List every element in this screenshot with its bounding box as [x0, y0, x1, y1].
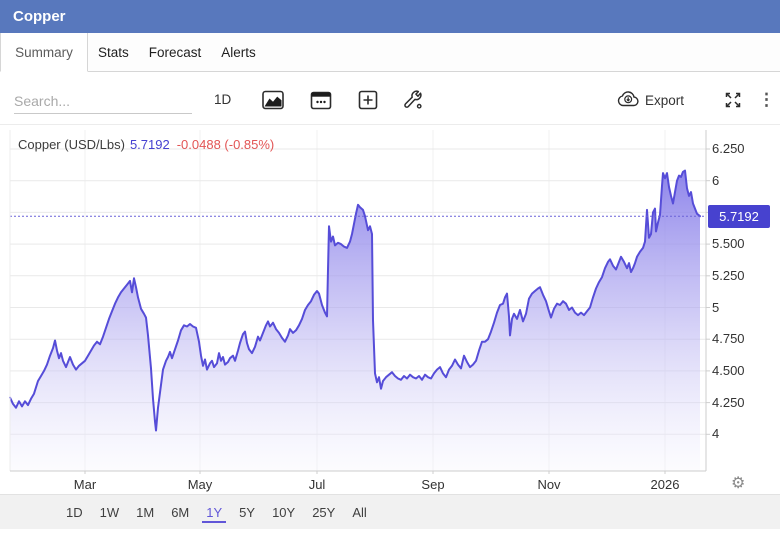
legend-change-value: -0.0488 (-0.85%) — [176, 137, 275, 152]
tab-bar: Summary Stats Forecast Alerts — [0, 33, 780, 72]
page-title: Copper — [13, 8, 66, 25]
chart-legend: Copper (USD/Lbs) 5.7192 -0.0488 (-0.85%) — [18, 137, 274, 152]
tab-alerts[interactable]: Alerts — [221, 44, 256, 60]
tab-summary[interactable]: Summary — [0, 33, 88, 72]
search-input[interactable] — [14, 88, 192, 114]
range-5y[interactable]: 5Y — [239, 504, 256, 520]
y-axis-label: 4 — [712, 426, 720, 442]
tools-icon[interactable] — [401, 88, 425, 112]
x-axis-label: Mar — [73, 477, 97, 492]
export-button[interactable]: Export — [617, 90, 684, 110]
y-axis-label: 4.750 — [712, 331, 745, 347]
settings-icon[interactable]: ⚙ — [731, 475, 746, 492]
y-axis-label: 4.250 — [712, 394, 745, 410]
add-indicator-icon[interactable] — [356, 88, 380, 112]
y-axis-label: 4.500 — [712, 362, 745, 378]
x-axis-label: May — [187, 477, 213, 492]
tab-stats[interactable]: Stats — [98, 44, 129, 60]
y-axis-label: 6.250 — [712, 141, 745, 156]
x-axis-label: 2026 — [650, 477, 680, 492]
range-1m[interactable]: 1M — [136, 504, 155, 520]
export-label: Export — [645, 92, 685, 108]
y-axis-label: 5.500 — [712, 236, 745, 252]
range-6m[interactable]: 6M — [171, 504, 190, 520]
x-axis-label: Jul — [308, 477, 326, 492]
x-axis-label: Nov — [537, 477, 561, 492]
tab-forecast[interactable]: Forecast — [148, 44, 202, 60]
range-selector-bar: 1D 1W 1M 6M 1Y 5Y 10Y 25Y All — [0, 494, 780, 529]
y-axis-label: 5.250 — [712, 267, 745, 283]
y-axis-label: 5 — [712, 299, 720, 315]
kebab-menu-icon[interactable]: ⋮ — [758, 90, 775, 109]
range-all[interactable]: All — [352, 504, 367, 520]
legend-price-value: 5.7192 — [129, 137, 170, 152]
current-price-badge: 5.7192 — [708, 204, 770, 228]
window-titlebar: Copper — [0, 0, 780, 33]
price-chart[interactable] — [0, 125, 780, 474]
range-1d[interactable]: 1D — [66, 504, 83, 520]
x-axis-label: Sep — [421, 477, 445, 492]
area-chart-icon[interactable] — [261, 88, 285, 112]
range-10y[interactable]: 10Y — [272, 504, 296, 520]
export-cloud-icon — [617, 90, 640, 110]
interval-selector[interactable]: 1D — [214, 92, 232, 107]
calendar-icon[interactable] — [309, 88, 333, 112]
chart-axes — [9, 130, 710, 474]
y-axis-label: 6 — [712, 172, 720, 188]
range-1y[interactable]: 1Y — [202, 502, 227, 523]
range-1w[interactable]: 1W — [99, 504, 120, 520]
fullscreen-icon[interactable] — [723, 90, 743, 110]
legend-series-label: Copper (USD/Lbs) — [18, 137, 125, 152]
chart-series — [9, 169, 706, 471]
range-25y[interactable]: 25Y — [312, 504, 336, 520]
